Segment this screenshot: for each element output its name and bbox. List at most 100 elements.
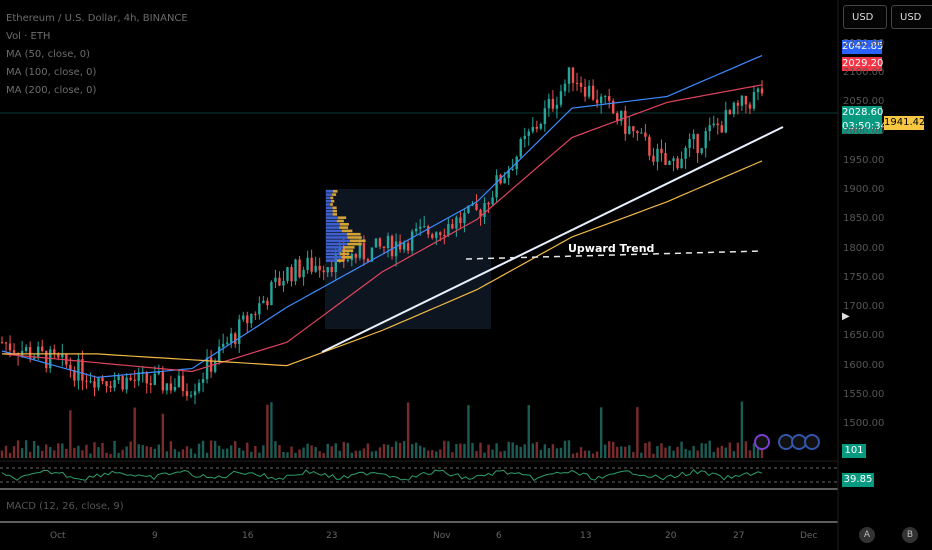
currency-button-2[interactable]: USD — [891, 5, 932, 29]
candle-body — [406, 243, 410, 251]
candle-body — [69, 364, 72, 370]
volume-bar — [73, 447, 76, 458]
volume-bar — [298, 449, 301, 458]
candle-body — [45, 351, 48, 369]
economic-event-icon — [804, 434, 820, 450]
y-tick-label: 2000.00 — [843, 125, 885, 137]
ma50-label[interactable]: MA (50, close, 0) — [6, 49, 91, 60]
candle-body — [374, 238, 378, 248]
volume-bar — [744, 441, 748, 458]
candle-body — [125, 377, 128, 390]
candle-body — [362, 242, 366, 260]
candle-body — [157, 371, 161, 374]
volume-profile-bar — [326, 242, 348, 246]
candle-body — [680, 158, 683, 169]
candle-body — [246, 315, 249, 324]
volume-bar — [736, 442, 740, 458]
volume-bar — [165, 451, 169, 458]
candle-body — [137, 372, 140, 381]
volume-bar — [471, 442, 474, 458]
volume-bar — [0, 450, 4, 458]
y-tick-label: 2150.00 — [843, 37, 885, 49]
volume-bar — [402, 441, 406, 458]
candle-body — [402, 243, 406, 250]
volume-profile-bar — [326, 252, 341, 256]
candle-body — [53, 349, 56, 354]
volume-bar — [499, 451, 502, 458]
volume-bar — [491, 449, 494, 458]
candle-body — [65, 353, 68, 365]
ma-line-3 — [2, 160, 763, 367]
volume-bar — [431, 450, 434, 458]
volume-bar — [539, 449, 543, 458]
volume-profile-bar — [332, 193, 337, 196]
candle-body — [105, 381, 108, 387]
candle-body — [133, 379, 136, 381]
volume-bar — [756, 443, 760, 458]
volume-bar — [250, 451, 253, 458]
y-tick-label: 2100.00 — [843, 67, 885, 79]
candle-body — [414, 228, 418, 232]
volume-bar — [692, 445, 695, 458]
volume-bar — [93, 442, 96, 458]
candle-body — [205, 357, 209, 380]
macd-label[interactable]: MACD (12, 26, close, 9) — [6, 501, 124, 512]
volume-bar — [189, 448, 193, 458]
volume-bar — [370, 451, 374, 458]
candle-body — [197, 382, 201, 392]
ma100-label[interactable]: MA (100, close, 0) — [6, 67, 97, 78]
candle-body — [547, 98, 551, 109]
currency-button[interactable]: USD — [843, 5, 887, 29]
volume-profile-bar — [326, 213, 333, 216]
volume-tag: 101 — [842, 444, 866, 458]
candle-body — [274, 277, 277, 282]
settings-b-button[interactable]: B — [902, 527, 918, 543]
y-tick-label: 1700.00 — [843, 301, 885, 313]
candle-body — [346, 259, 350, 261]
volume-bar — [587, 450, 591, 458]
volume-bar — [129, 441, 132, 458]
volume-bar — [20, 448, 24, 458]
candle-body — [201, 379, 205, 383]
volume-bar — [475, 451, 478, 458]
candle-body — [620, 110, 623, 122]
candle-body — [511, 169, 514, 171]
candle-body — [93, 381, 96, 388]
rsi-line — [1, 468, 763, 482]
volume-bar — [306, 443, 309, 458]
volume-bar — [209, 440, 213, 458]
volume-bar — [366, 443, 370, 458]
volume-bar — [173, 449, 177, 458]
rsi-value-tag: 39.85 — [842, 473, 874, 487]
candle-body — [302, 269, 305, 278]
candle-body — [483, 203, 486, 217]
x-tick-label: 27 — [733, 531, 745, 541]
volume-profile-bar — [332, 213, 338, 216]
candle-body — [254, 313, 257, 315]
ma200-label[interactable]: MA (200, close, 0) — [6, 85, 97, 96]
scroll-right-icon[interactable]: ▶ — [842, 311, 850, 322]
auto-scale-button[interactable]: A — [859, 527, 875, 543]
candle-body — [173, 386, 177, 391]
volume-profile-bar — [332, 206, 337, 210]
candle-body — [539, 124, 543, 129]
volume-profile-bar — [326, 206, 333, 210]
volume-bar — [382, 444, 386, 458]
chart-legend: Ethereum / U.S. Dollar, 4h, BINANCE Vol … — [6, 10, 188, 100]
candle-body — [612, 100, 615, 114]
candle-body — [716, 123, 719, 126]
volume-bar — [451, 452, 454, 458]
volume-bar — [334, 443, 337, 458]
candle-body — [24, 347, 28, 351]
volume-bar — [266, 404, 269, 458]
economic-event-icon — [778, 434, 794, 450]
candle-body — [270, 281, 273, 306]
volume-bar — [193, 453, 197, 458]
candle-body — [153, 373, 157, 385]
volume-bar — [117, 452, 120, 458]
upward-trend-label[interactable]: Upward Trend — [568, 242, 655, 255]
candle-body — [616, 113, 619, 122]
volume-bar — [591, 453, 595, 458]
candle-body — [523, 135, 526, 140]
